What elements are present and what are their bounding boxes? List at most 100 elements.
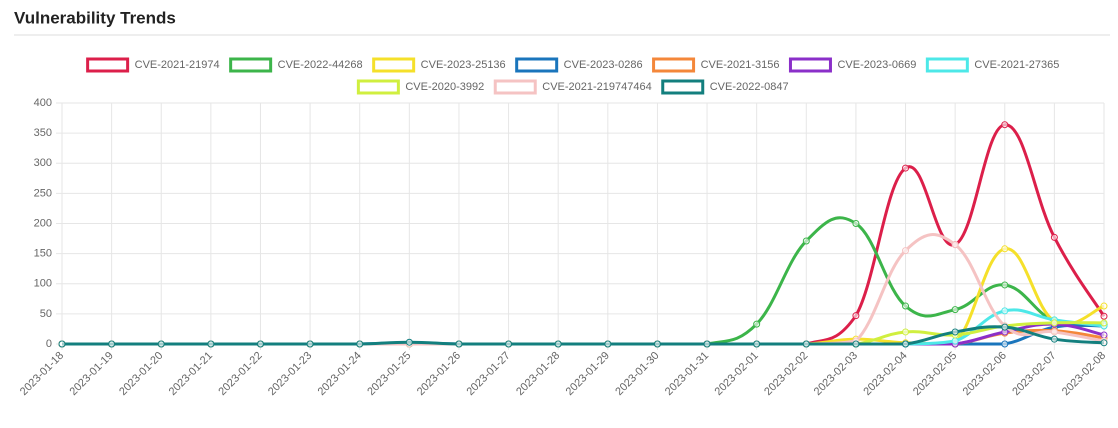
point xyxy=(753,340,761,348)
legend-swatch xyxy=(86,57,130,73)
x-tick-label: 2023-01-21 xyxy=(167,350,215,398)
legend-label: CVE-2022-44268 xyxy=(278,59,363,71)
point xyxy=(1050,319,1058,327)
x-tick-label: 2023-02-08 xyxy=(1060,350,1108,398)
x-tick-label: 2023-01-27 xyxy=(464,350,512,398)
x-tick-label: 2023-02-06 xyxy=(961,350,1009,398)
legend-row: CVE-2020-3992 CVE-2021-219747464 CVE-2022-… xyxy=(356,79,789,95)
point xyxy=(455,340,463,348)
point xyxy=(703,340,711,348)
point xyxy=(356,340,364,348)
x-tick-label: 2023-01-23 xyxy=(266,350,314,398)
legend-swatch xyxy=(788,57,832,73)
x-tick-label: 2023-02-04 xyxy=(861,350,909,398)
point xyxy=(1100,319,1108,327)
point xyxy=(852,220,860,227)
x-tick-label: 2023-01-31 xyxy=(663,350,711,398)
point xyxy=(653,340,661,348)
y-tick-label: 150 xyxy=(34,248,52,260)
point xyxy=(306,340,314,348)
point xyxy=(802,340,810,348)
legend-label: CVE-2023-0286 xyxy=(564,59,643,71)
point xyxy=(902,247,910,255)
x-tick-label: 2023-02-05 xyxy=(911,350,959,398)
legend-label: CVE-2023-0669 xyxy=(837,59,916,71)
point xyxy=(1100,312,1108,320)
point xyxy=(951,306,959,314)
point xyxy=(1100,339,1108,347)
point xyxy=(1001,323,1009,331)
x-tick-label: 2023-01-28 xyxy=(514,350,562,398)
legend-swatch xyxy=(356,79,400,95)
point xyxy=(951,241,959,249)
y-tick-label: 350 xyxy=(34,127,52,139)
point xyxy=(1001,121,1009,129)
legend-row: CVE-2021-21974 CVE-2022-44268 CVE-2023-251… xyxy=(86,57,1059,73)
x-tick-label: 2023-02-07 xyxy=(1010,350,1058,398)
point xyxy=(902,302,910,310)
legend-swatch xyxy=(229,57,273,73)
point xyxy=(753,320,761,328)
point xyxy=(852,340,860,348)
x-tick-label: 2023-02-01 xyxy=(713,350,761,398)
point xyxy=(1100,331,1108,339)
y-tick-label: 0 xyxy=(46,338,52,350)
chart-title: Vulnerability Trends xyxy=(14,8,176,27)
series-line xyxy=(61,308,1105,346)
x-tick-label: 2023-01-20 xyxy=(117,350,165,398)
series-line xyxy=(61,216,1105,346)
x-tick-label: 2023-01-22 xyxy=(216,350,264,398)
point xyxy=(256,340,264,348)
series-line xyxy=(61,247,1105,346)
point xyxy=(951,337,959,345)
point xyxy=(108,340,116,348)
point xyxy=(604,340,612,348)
point xyxy=(1001,307,1009,315)
point xyxy=(1050,328,1058,336)
y-tick-label: 50 xyxy=(40,308,52,320)
y-tick-label: 100 xyxy=(34,278,52,290)
y-tick-label: 250 xyxy=(34,187,52,199)
point xyxy=(902,328,910,336)
point xyxy=(1001,281,1009,289)
legend-label: CVE-2021-3156 xyxy=(701,59,780,71)
point xyxy=(157,340,165,348)
x-tick-label: 2023-01-25 xyxy=(365,350,413,398)
series-line xyxy=(61,325,1105,346)
y-tick-label: 400 xyxy=(34,97,52,109)
point xyxy=(58,340,66,348)
point xyxy=(902,340,910,348)
point xyxy=(207,340,215,348)
legend-swatch xyxy=(372,57,416,73)
point xyxy=(1001,340,1009,348)
x-tick-label: 2023-01-26 xyxy=(415,350,463,398)
legend-swatch xyxy=(493,79,537,95)
x-tick-label: 2023-02-03 xyxy=(812,350,860,398)
legend-label: CVE-2021-27365 xyxy=(974,59,1059,71)
point xyxy=(554,340,562,348)
x-tick-label: 2023-01-18 xyxy=(18,350,66,398)
point xyxy=(852,312,860,320)
point xyxy=(1100,302,1108,310)
legend-label: CVE-2020-3992 xyxy=(405,81,484,93)
x-tick-label: 2023-01-29 xyxy=(564,350,612,398)
legend-label: CVE-2021-219747464 xyxy=(542,81,651,93)
legend-swatch xyxy=(661,79,705,95)
point xyxy=(505,340,513,348)
x-tick-label: 2023-01-19 xyxy=(68,350,116,398)
y-tick-label: 200 xyxy=(34,217,52,229)
legend-label: CVE-2021-21974 xyxy=(135,59,220,71)
legend-swatch xyxy=(515,57,559,73)
point xyxy=(1050,335,1058,343)
x-tick-label: 2023-02-02 xyxy=(762,350,810,398)
legend-swatch xyxy=(652,57,696,73)
legend-label: CVE-2022-0847 xyxy=(710,81,789,93)
point xyxy=(902,164,910,172)
point xyxy=(802,237,810,245)
series-line xyxy=(61,233,1105,346)
point xyxy=(405,338,413,346)
x-tick-label: 2023-01-30 xyxy=(613,350,661,398)
point xyxy=(951,328,959,336)
y-tick-label: 300 xyxy=(34,157,52,169)
